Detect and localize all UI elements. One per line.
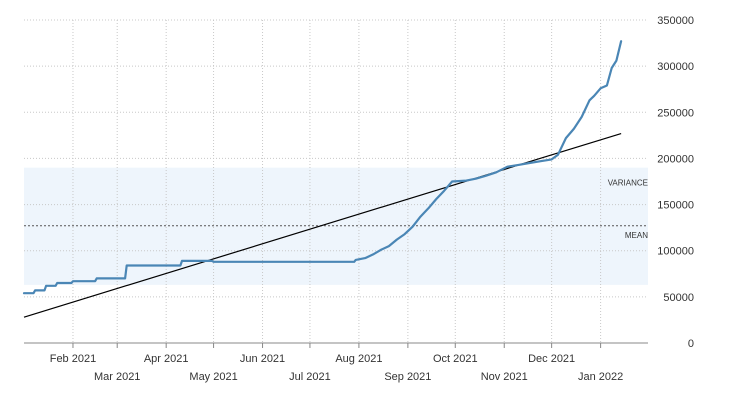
- y-tick-label: 350000: [657, 15, 694, 27]
- variance-label: VARIANCE: [608, 179, 648, 188]
- x-tick-label: May 2021: [189, 371, 237, 383]
- x-tick-label: Jun 2021: [240, 353, 285, 365]
- x-tick-label: Jan 2022: [578, 371, 623, 383]
- series-line-0: [22, 40, 623, 295]
- x-tick-label: Mar 2021: [94, 371, 140, 383]
- y-tick-label: 200000: [657, 153, 694, 165]
- series-group: [22, 40, 623, 295]
- x-tick-label: Feb 2021: [50, 353, 96, 365]
- y-tick-label: 50000: [663, 292, 694, 304]
- x-tick-label: Nov 2021: [481, 371, 528, 383]
- y-tick-label: 0: [688, 338, 694, 350]
- x-tick-label: Dec 2021: [528, 353, 575, 365]
- x-tick-label: Apr 2021: [144, 353, 189, 365]
- y-tick-label: 150000: [657, 200, 694, 212]
- y-tick-label: 250000: [657, 107, 694, 119]
- mean-label: MEAN: [625, 231, 648, 240]
- y-tick-label: 300000: [657, 61, 694, 73]
- grid: [24, 19, 648, 343]
- y-tick-label: 100000: [657, 246, 694, 258]
- y-axis: 0 50000 100000 150000 200000 250000 300000 3500…: [657, 15, 694, 350]
- x-tick-label: Sep 2021: [384, 371, 431, 383]
- x-tick-label: Oct 2021: [433, 353, 478, 365]
- x-tick-label: Aug 2021: [335, 353, 382, 365]
- x-tick-label: Jul 2021: [289, 371, 331, 383]
